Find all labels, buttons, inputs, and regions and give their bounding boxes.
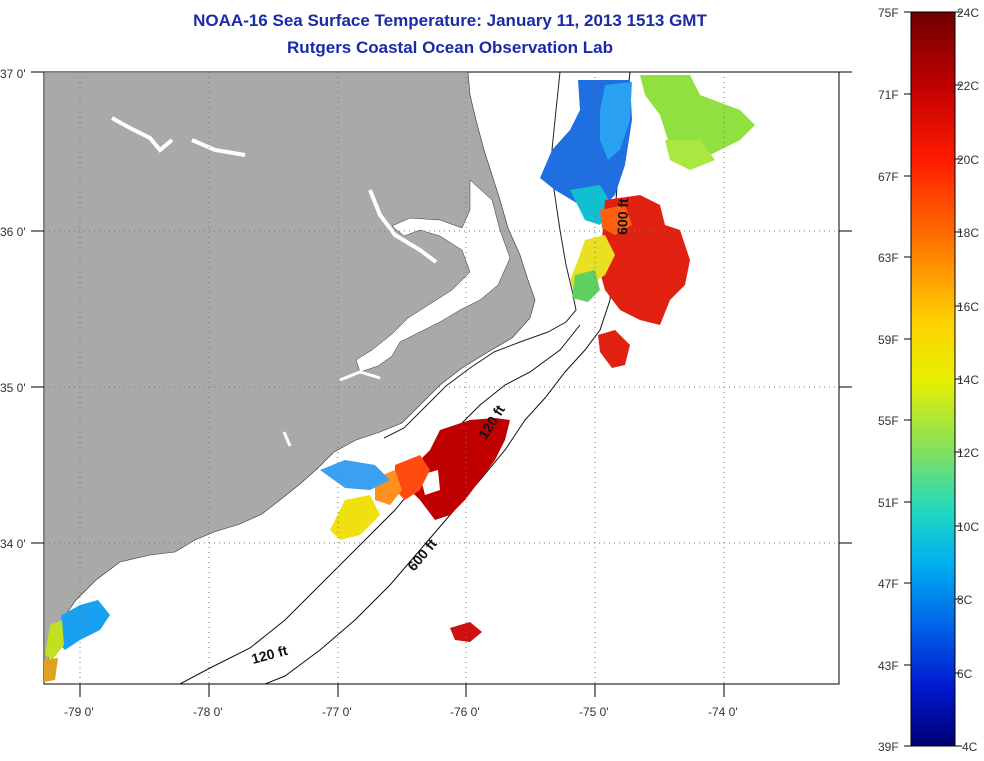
colorbar-f-label: 55F	[878, 414, 899, 428]
lat-label: 34 0'	[0, 537, 26, 551]
colorbar-f-label: 47F	[878, 577, 899, 591]
river-4	[339, 370, 381, 382]
colorbar-f-label: 63F	[878, 251, 899, 265]
colorbar-c-label: 12C	[957, 446, 979, 460]
river-2	[191, 138, 246, 157]
sst-patches	[44, 75, 755, 682]
map-subtitle: Rutgers Coastal Ocean Observation Lab	[287, 38, 613, 57]
colorbar-f-label: 75F	[878, 6, 899, 20]
lon-label: -79 0'	[64, 705, 94, 719]
colorbar-c-label: 4C	[962, 740, 978, 754]
lon-label: -78 0'	[193, 705, 223, 719]
lat-label: 36 0'	[0, 225, 26, 239]
colorbar-c-label: 24C	[957, 6, 979, 20]
colorbar-c-label: 16C	[957, 300, 979, 314]
colorbar-c-label: 22C	[957, 79, 979, 93]
colorbar-c-label: 6C	[957, 667, 973, 681]
colorbar-ticks	[904, 11, 962, 747]
colorbar-f-label: 71F	[878, 88, 899, 102]
colorbar-c-label: 20C	[957, 153, 979, 167]
colorbar	[910, 11, 956, 747]
colorbar-c-label: 18C	[957, 226, 979, 240]
map-title: NOAA-16 Sea Surface Temperature: January…	[193, 11, 707, 30]
colorbar-f-label: 59F	[878, 333, 899, 347]
graticule	[44, 72, 839, 684]
colorbar-f-label: 51F	[878, 496, 899, 510]
lon-label: -74 0'	[708, 705, 738, 719]
colorbar-f-label: 43F	[878, 659, 899, 673]
lon-label: -76 0'	[450, 705, 480, 719]
colorbar-f-label: 39F	[878, 740, 899, 754]
isobath-label-600-north: 600 ft	[614, 198, 631, 235]
sound-water	[355, 179, 511, 373]
river-3	[368, 189, 438, 264]
frame-ticks	[31, 71, 852, 697]
lat-label: 37 0'	[0, 67, 26, 81]
river-5	[282, 431, 292, 447]
colorbar-c-label: 10C	[957, 520, 979, 534]
lon-label: -77 0'	[322, 705, 352, 719]
colorbar-c-label: 8C	[957, 593, 973, 607]
colorbar-c-label: 14C	[957, 373, 979, 387]
lat-label: 35 0'	[0, 381, 26, 395]
river-1	[111, 116, 174, 153]
lon-label: -75 0'	[579, 705, 609, 719]
colorbar-f-label: 67F	[878, 170, 899, 184]
